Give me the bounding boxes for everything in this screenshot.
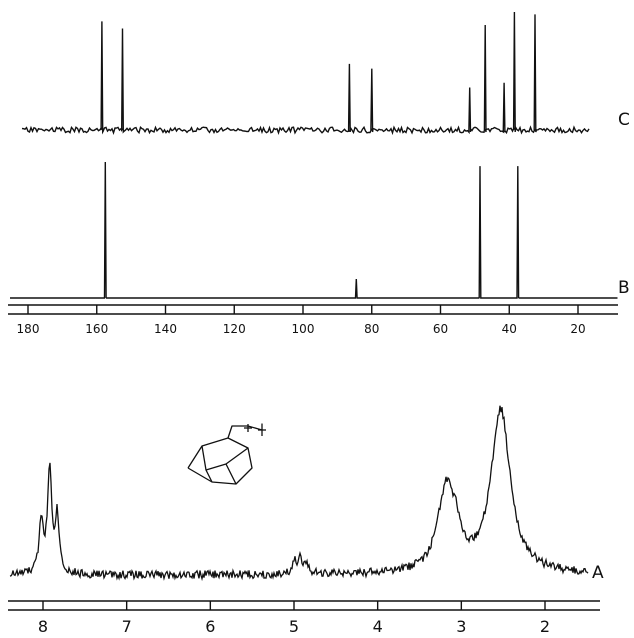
spectrum-c: C (21, 11, 630, 136)
tick-label: 5 (289, 617, 299, 636)
spectrum-a: A (9, 405, 604, 583)
tick-labels: 8 7 6 5 4 3 2 (38, 617, 550, 636)
tick-label: 4 (373, 617, 383, 636)
tick-label: 60 (433, 322, 448, 336)
tick-label: 40 (502, 322, 517, 336)
x-axis-proton: 8 7 6 5 4 3 2 (8, 600, 600, 636)
tick-label: 80 (364, 322, 379, 336)
tick-label: 120 (223, 322, 246, 336)
trace-label-b: B (618, 278, 630, 298)
tick-label: 100 (292, 322, 315, 336)
x-axis-carbon: 180 160 140 120 100 80 60 40 20 (8, 304, 618, 336)
tick-label: 160 (85, 322, 108, 336)
tick-label: 7 (122, 617, 132, 636)
tick-marks (42, 601, 546, 610)
trace-label-c: C (618, 110, 630, 130)
tick-label: 6 (205, 617, 215, 636)
trace-line-c (21, 11, 590, 136)
trace-line-a (9, 405, 589, 582)
trace-label-a: A (592, 563, 604, 583)
tick-label: 140 (154, 322, 177, 336)
tick-label: 20 (570, 322, 585, 336)
trace-line-b (10, 161, 618, 299)
tick-marks (27, 305, 579, 314)
tick-label: 3 (456, 617, 466, 636)
adamantyl-cation-structure-icon (187, 423, 266, 485)
tick-labels: 180 160 140 120 100 80 60 40 20 (17, 322, 586, 336)
tick-label: 8 (38, 617, 48, 636)
tick-label: 180 (17, 322, 40, 336)
tick-label: 2 (540, 617, 550, 636)
spectrum-b: B (10, 161, 630, 299)
